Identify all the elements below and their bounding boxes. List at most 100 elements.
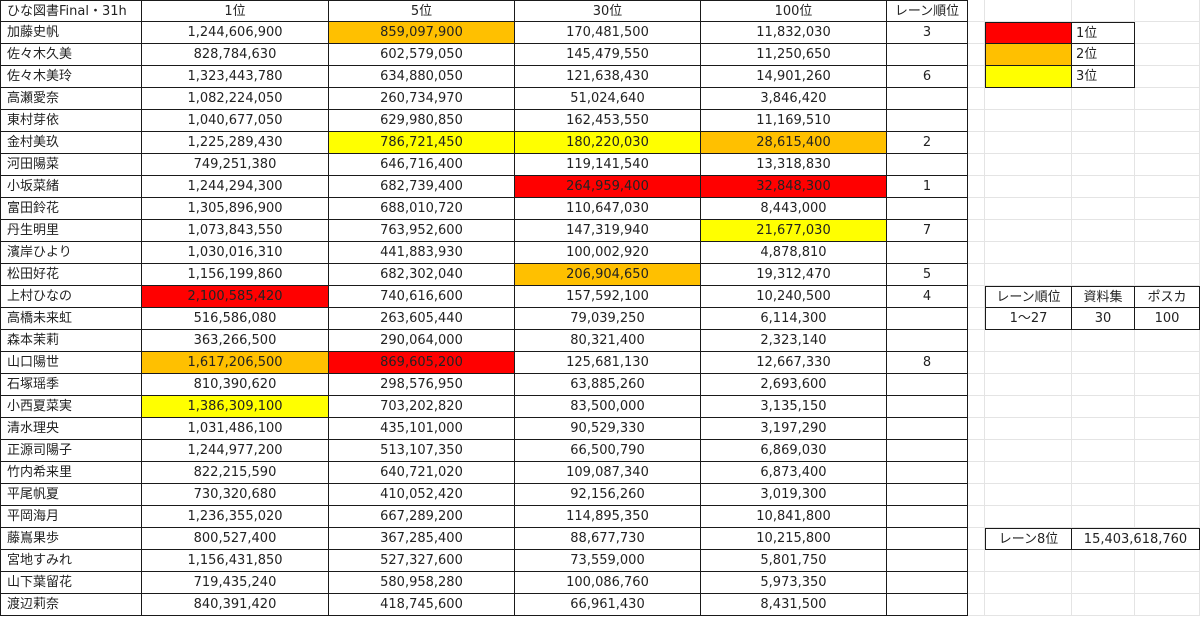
empty-cell[interactable]	[968, 88, 985, 110]
info-header-cell[interactable]: ポスカ	[1135, 286, 1200, 308]
lane-rank-cell[interactable]	[887, 242, 968, 264]
member-name-cell[interactable]: 丹生明里	[0, 220, 142, 242]
lane8-value-cell[interactable]: 15,403,618,760	[1072, 528, 1200, 550]
lane-rank-cell[interactable]: 2	[887, 132, 968, 154]
empty-cell[interactable]	[968, 440, 985, 462]
member-name-cell[interactable]: 正源司陽子	[0, 440, 142, 462]
value-cell[interactable]: 109,087,340	[515, 462, 701, 484]
member-name-cell[interactable]: 森本茉莉	[0, 330, 142, 352]
value-cell[interactable]: 1,225,289,430	[142, 132, 329, 154]
empty-cell[interactable]	[968, 110, 985, 132]
lane-rank-cell[interactable]	[887, 330, 968, 352]
value-cell[interactable]: 6,869,030	[701, 440, 887, 462]
value-cell[interactable]: 66,500,790	[515, 440, 701, 462]
value-cell[interactable]: 810,390,620	[142, 374, 329, 396]
empty-cell[interactable]	[968, 572, 985, 594]
empty-cell[interactable]	[1072, 154, 1135, 176]
value-cell[interactable]: 260,734,970	[329, 88, 515, 110]
empty-cell[interactable]	[968, 286, 985, 308]
empty-cell[interactable]	[985, 484, 1072, 506]
member-name-cell[interactable]: 高橋未来虹	[0, 308, 142, 330]
empty-cell[interactable]	[1072, 132, 1135, 154]
empty-cell[interactable]	[968, 66, 985, 88]
value-cell[interactable]: 667,289,200	[329, 506, 515, 528]
empty-cell[interactable]	[1135, 66, 1200, 88]
empty-cell[interactable]	[1135, 440, 1200, 462]
value-cell[interactable]: 1,323,443,780	[142, 66, 329, 88]
column-header-cell[interactable]: レーン順位	[887, 0, 968, 22]
member-name-cell[interactable]: 渡辺莉奈	[0, 594, 142, 616]
empty-cell[interactable]	[985, 0, 1072, 22]
empty-cell[interactable]	[1135, 198, 1200, 220]
member-name-cell[interactable]: 小西夏菜実	[0, 396, 142, 418]
lane-rank-cell[interactable]: 1	[887, 176, 968, 198]
empty-cell[interactable]	[985, 594, 1072, 616]
info-value-cell[interactable]: 30	[1072, 308, 1135, 330]
empty-cell[interactable]	[1135, 484, 1200, 506]
empty-cell[interactable]	[985, 220, 1072, 242]
empty-cell[interactable]	[968, 396, 985, 418]
value-cell[interactable]: 682,302,040	[329, 264, 515, 286]
empty-cell[interactable]	[1072, 0, 1135, 22]
value-cell[interactable]: 66,961,430	[515, 594, 701, 616]
value-cell[interactable]: 157,592,100	[515, 286, 701, 308]
empty-cell[interactable]	[968, 0, 985, 22]
empty-cell[interactable]	[1072, 198, 1135, 220]
value-cell[interactable]: 73,559,000	[515, 550, 701, 572]
value-cell[interactable]: 10,215,800	[701, 528, 887, 550]
value-cell[interactable]: 3,135,150	[701, 396, 887, 418]
value-cell[interactable]: 19,312,470	[701, 264, 887, 286]
value-cell[interactable]: 740,616,600	[329, 286, 515, 308]
value-cell[interactable]: 5,801,750	[701, 550, 887, 572]
value-cell[interactable]: 3,846,420	[701, 88, 887, 110]
empty-cell[interactable]	[985, 264, 1072, 286]
empty-cell[interactable]	[1072, 176, 1135, 198]
empty-cell[interactable]	[1072, 374, 1135, 396]
empty-cell[interactable]	[968, 44, 985, 66]
empty-cell[interactable]	[968, 594, 985, 616]
value-cell[interactable]: 1,082,224,050	[142, 88, 329, 110]
value-cell[interactable]: 290,064,000	[329, 330, 515, 352]
value-cell[interactable]: 730,320,680	[142, 484, 329, 506]
empty-cell[interactable]	[968, 198, 985, 220]
lane-rank-cell[interactable]: 3	[887, 22, 968, 44]
empty-cell[interactable]	[1135, 88, 1200, 110]
member-name-cell[interactable]: 平尾帆夏	[0, 484, 142, 506]
empty-cell[interactable]	[1135, 462, 1200, 484]
info-value-cell[interactable]: 100	[1135, 308, 1200, 330]
lane-rank-cell[interactable]	[887, 198, 968, 220]
empty-cell[interactable]	[985, 198, 1072, 220]
empty-cell[interactable]	[985, 374, 1072, 396]
lane-rank-cell[interactable]	[887, 110, 968, 132]
value-cell[interactable]: 703,202,820	[329, 396, 515, 418]
empty-cell[interactable]	[985, 88, 1072, 110]
value-cell[interactable]: 629,980,850	[329, 110, 515, 132]
ranked-value-cell[interactable]: 1,617,206,500	[142, 352, 329, 374]
column-header-cell[interactable]: 1位	[142, 0, 329, 22]
empty-cell[interactable]	[968, 264, 985, 286]
lane-rank-cell[interactable]: 5	[887, 264, 968, 286]
value-cell[interactable]: 2,693,600	[701, 374, 887, 396]
lane-rank-cell[interactable]	[887, 462, 968, 484]
empty-cell[interactable]	[1135, 242, 1200, 264]
lane-rank-cell[interactable]	[887, 88, 968, 110]
value-cell[interactable]: 1,073,843,550	[142, 220, 329, 242]
empty-cell[interactable]	[1135, 176, 1200, 198]
value-cell[interactable]: 100,086,760	[515, 572, 701, 594]
value-cell[interactable]: 92,156,260	[515, 484, 701, 506]
value-cell[interactable]: 1,244,977,200	[142, 440, 329, 462]
empty-cell[interactable]	[1072, 440, 1135, 462]
empty-cell[interactable]	[1135, 44, 1200, 66]
lane-rank-cell[interactable]	[887, 396, 968, 418]
value-cell[interactable]: 410,052,420	[329, 484, 515, 506]
ranked-value-cell[interactable]: 180,220,030	[515, 132, 701, 154]
lane-rank-cell[interactable]	[887, 528, 968, 550]
empty-cell[interactable]	[1072, 506, 1135, 528]
value-cell[interactable]: 83,500,000	[515, 396, 701, 418]
value-cell[interactable]: 840,391,420	[142, 594, 329, 616]
member-name-cell[interactable]: 濱岸ひより	[0, 242, 142, 264]
column-header-cell[interactable]: 30位	[515, 0, 701, 22]
value-cell[interactable]: 100,002,920	[515, 242, 701, 264]
empty-cell[interactable]	[985, 110, 1072, 132]
value-cell[interactable]: 8,431,500	[701, 594, 887, 616]
